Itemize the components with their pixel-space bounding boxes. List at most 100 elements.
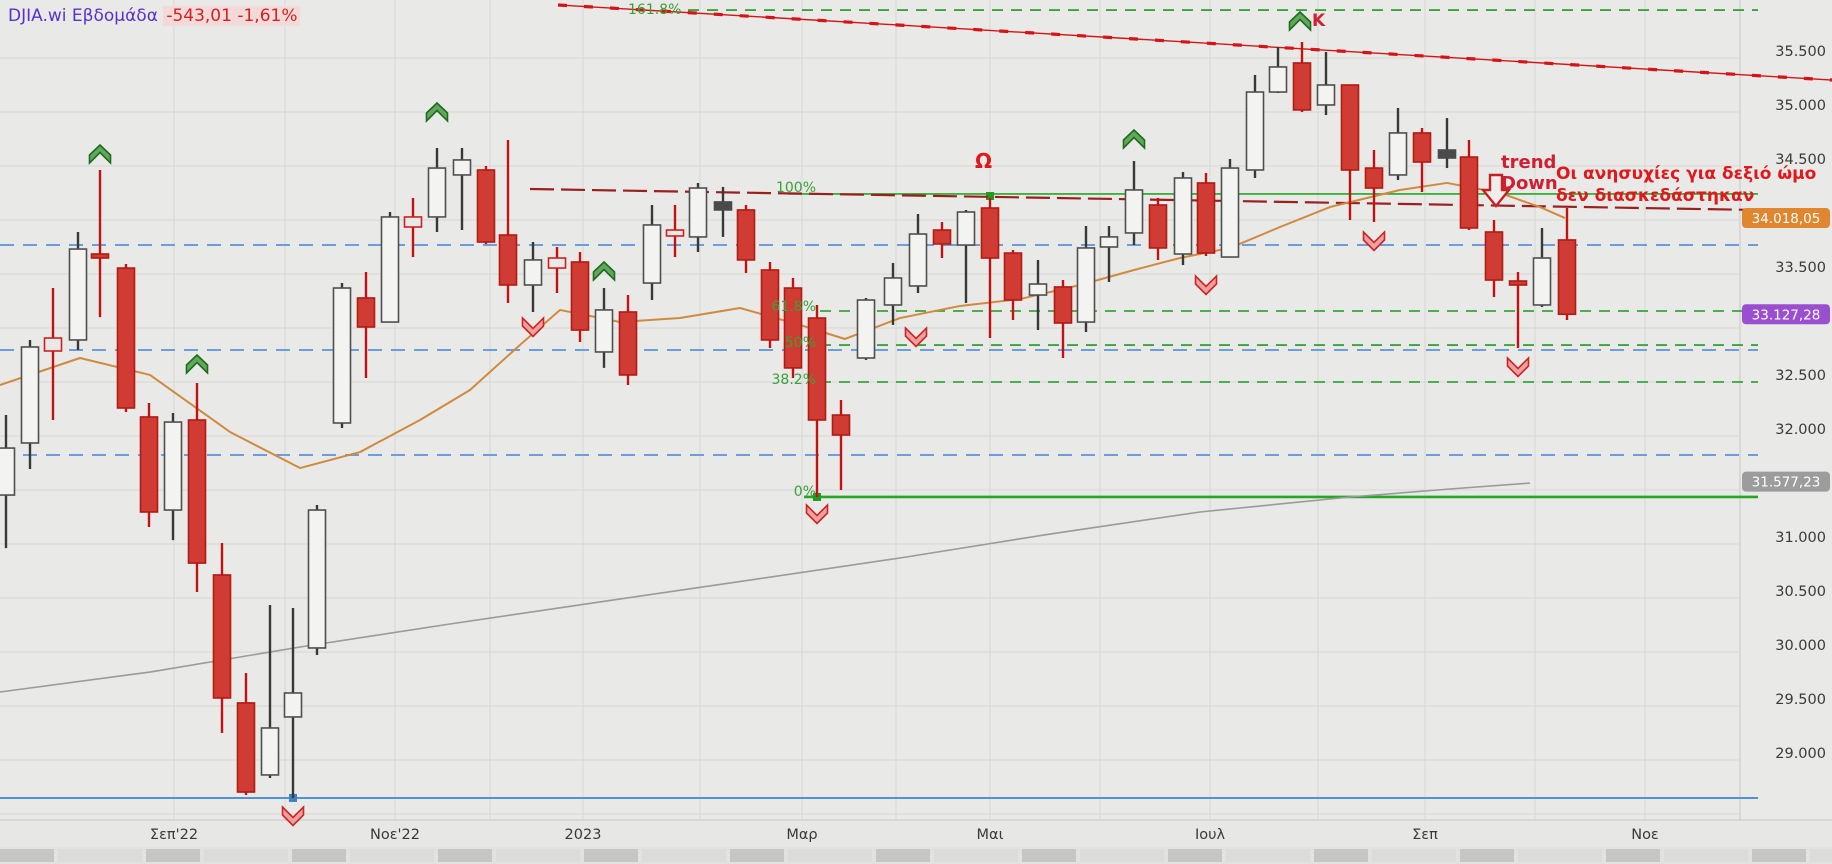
trendlines: [529, 3, 1832, 212]
price-axis-label: 30.000: [1775, 638, 1826, 654]
candle: [1003, 250, 1023, 320]
buy-signal-arrow-icon: [592, 260, 616, 282]
buy-signal-arrow-icon: [425, 101, 449, 123]
concern-annotation-line1[interactable]: Οι ανησυχίες για δεξιό ώμο: [1556, 164, 1817, 184]
scrollbar-segment: [934, 849, 1018, 862]
moving-averages: [0, 181, 1566, 693]
candle-body: [688, 187, 708, 238]
candle-body: [1196, 182, 1216, 254]
candle: [1076, 226, 1096, 332]
time-axis[interactable]: Σεπ'22 Νοε'22 2023 Μαρ Μαι Ιουλ Σεπ Νοε: [150, 827, 1659, 843]
candle-body: [856, 299, 876, 359]
candle-body: [932, 229, 952, 245]
candle: [212, 542, 232, 733]
candle-body: [1459, 156, 1479, 229]
candle-body: [498, 234, 518, 286]
candle: [427, 147, 447, 232]
price-axis-label: 33.500: [1775, 260, 1826, 276]
candle-body: [0, 447, 16, 496]
candle: [1508, 272, 1528, 348]
buy-signal-arrow-icon: [1288, 10, 1312, 32]
candle: [1268, 46, 1288, 93]
price-badge: [1742, 304, 1830, 325]
buy-signal-arrow-icon: [1122, 128, 1146, 150]
candle-body: [547, 257, 567, 269]
fib-label-50%: 50%: [785, 335, 816, 351]
price-axis[interactable]: 35.500 35.000 34.500 33.500 32.500 32.000 31.0…: [1775, 44, 1826, 762]
candle: [43, 288, 63, 420]
month-strip-bg: [0, 820, 1832, 847]
bottom-scrollbar[interactable]: [0, 847, 1832, 864]
scrollbar-segment: [204, 849, 288, 862]
candle: [932, 222, 952, 258]
price-badge-value: 31.577,23: [1752, 475, 1821, 491]
price-change: -543,01 -1,61%: [163, 6, 301, 26]
candle: [260, 604, 280, 778]
scrollbar-segment: [1460, 849, 1514, 862]
scrollbar-segment: [584, 849, 638, 862]
omega-label: Ω: [975, 149, 992, 173]
scrollbar-segment: [1314, 849, 1368, 862]
scrollbar-segment: [1372, 849, 1456, 862]
fib-labels: 161.8% 100% 61.8% 50% 38.2% 0%: [628, 2, 816, 500]
candle: [1484, 219, 1504, 297]
concern-annotation-line2[interactable]: δεν διασκεδάστηκαν: [1556, 186, 1755, 206]
month-label: Νοε: [1631, 827, 1659, 843]
candle-body: [1124, 189, 1144, 234]
scrollbar-segment: [730, 849, 784, 862]
candle-body: [1292, 62, 1312, 111]
candle-body: [380, 216, 400, 323]
fib-label-61.8%: 61.8%: [772, 299, 816, 315]
month-label: Νοε'22: [370, 827, 420, 843]
scrollbar-segment: [1080, 849, 1164, 862]
price-badge: [1742, 208, 1830, 229]
candle-body: [116, 267, 136, 409]
sell-signal-arrow-icon: [1194, 274, 1218, 296]
candle-body: [831, 414, 851, 436]
buy-signal-arrow-icon: [88, 143, 112, 165]
month-label: Σεπ: [1412, 827, 1438, 843]
candle: [498, 139, 518, 304]
candle-body: [1053, 286, 1073, 324]
price-badge-value: 33.127,28: [1752, 307, 1821, 323]
candle-body: [43, 337, 63, 352]
fib-label-100%: 100%: [776, 180, 816, 196]
trend-down-annotation[interactable]: trend Down: [1501, 152, 1558, 194]
candle: [187, 383, 207, 593]
price-axis-label: 35.500: [1775, 44, 1826, 60]
candle-body: [187, 419, 207, 564]
price-axis-label: 29.000: [1775, 746, 1826, 762]
candle-body: [1364, 167, 1384, 189]
candle: [547, 246, 567, 293]
scrollbar-segment: [1664, 849, 1748, 862]
month-label: 2023: [565, 827, 602, 843]
candle: [380, 211, 400, 323]
scrollbar-segment: [1226, 849, 1310, 862]
candle: [1220, 158, 1240, 258]
scrollbar-segment: [1022, 849, 1076, 862]
candle-body: [523, 259, 543, 286]
candle-body: [236, 702, 256, 793]
candle: [1148, 197, 1168, 260]
candle-body: [68, 248, 88, 341]
neckline-trendline: [529, 187, 1761, 212]
candle: [883, 262, 903, 325]
scrollbar-segment: [58, 849, 142, 862]
fibonacci-retracement: [688, 9, 1758, 501]
candle: [1364, 150, 1384, 223]
gray-moving-average: [0, 482, 1531, 693]
candle: [1340, 84, 1360, 220]
candle-body: [139, 416, 159, 513]
scrollbar-segment: [292, 849, 346, 862]
candle-body: [713, 201, 733, 211]
resistance-trendline-ticks: [557, 3, 1832, 82]
candle-body: [307, 509, 327, 649]
candle-body: [783, 287, 803, 369]
scrollbar-segment: [350, 849, 434, 862]
price-badges: 34.018,05 33.127,28 31.577,23: [1742, 208, 1830, 492]
candle-body: [476, 169, 496, 243]
fib-label-38.2%: 38.2%: [772, 372, 816, 388]
scrollbar-segment: [876, 849, 930, 862]
candle-body: [642, 224, 662, 284]
